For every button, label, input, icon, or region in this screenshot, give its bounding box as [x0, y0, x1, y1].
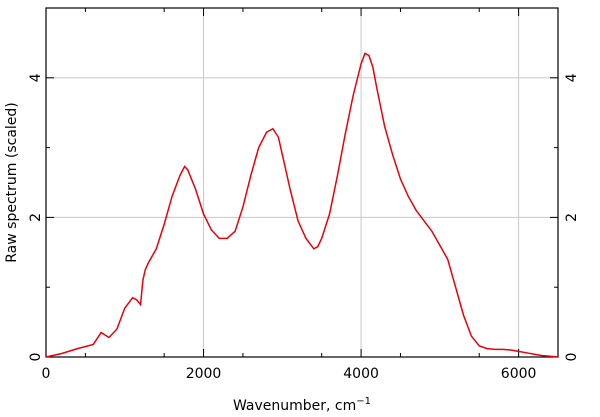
y-tick-label-right: 4 [564, 73, 580, 82]
y-axis-label: Raw spectrum (scaled) [4, 102, 20, 262]
axis-ticks [45, 8, 558, 358]
y-tick-label: 4 [28, 73, 44, 82]
y-tick-label-right: 0 [564, 353, 580, 362]
y-tick-label: 0 [28, 353, 44, 362]
grid-lines [46, 8, 558, 357]
y-tick-label-right: 2 [564, 213, 580, 222]
series-line [45, 52, 559, 358]
x-tick-label: 4000 [343, 366, 379, 382]
x-axis-label-main: Wavenumber, cm [233, 398, 356, 414]
y-tick-label: 2 [28, 213, 44, 222]
x-axis-label-superscript: −1 [356, 396, 371, 407]
x-tick-label: 0 [42, 366, 51, 382]
tick-labels: 0 2000 4000 6000 0 0 2 2 4 4 [28, 73, 580, 382]
plot-frame [45, 7, 559, 358]
x-axis-label: Wavenumber, cm−1 [233, 396, 371, 414]
x-tick-label: 2000 [186, 366, 222, 382]
x-tick-label: 6000 [501, 366, 537, 382]
